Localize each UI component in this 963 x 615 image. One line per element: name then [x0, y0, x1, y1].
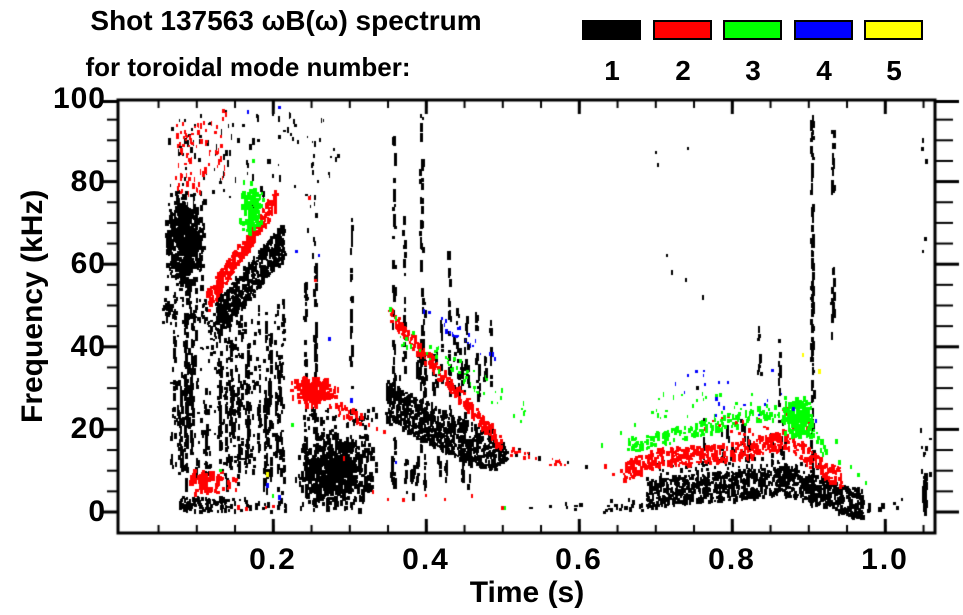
legend-label-mode3: 3 [745, 55, 761, 86]
chart-title: Shot 137563 ωB(ω) spectrum [90, 5, 482, 36]
y-tick-label: 20 [70, 412, 106, 445]
x-tick-label: 1.0 [861, 543, 909, 576]
y-tick-label: 40 [70, 330, 106, 363]
x-tick-label: 0.4 [402, 543, 450, 576]
legend-swatch-mode5 [864, 20, 923, 40]
legend-swatch-mode2 [653, 20, 712, 40]
legend-label-mode2: 2 [675, 55, 691, 86]
y-axis-title: Frequency (kHz) [16, 189, 49, 423]
chart-subtitle: for toroidal mode number: [85, 52, 411, 82]
legend-swatch-mode4 [794, 20, 853, 40]
legend-swatch-mode3 [723, 20, 782, 40]
x-tick-label: 0.6 [555, 543, 603, 576]
legend-swatch-mode1 [582, 20, 641, 40]
x-tick-label: 0.8 [708, 543, 756, 576]
legend-label-mode4: 4 [816, 55, 832, 86]
legend-label-mode1: 1 [604, 55, 620, 86]
y-tick-label: 100 [52, 82, 106, 115]
legend-label-mode5: 5 [886, 55, 902, 86]
y-tick-label: 80 [70, 165, 106, 198]
y-tick-label: 0 [88, 495, 106, 528]
x-tick-label: 0.2 [249, 543, 297, 576]
y-tick-label: 60 [70, 247, 106, 280]
x-axis-title: Time (s) [469, 576, 585, 609]
